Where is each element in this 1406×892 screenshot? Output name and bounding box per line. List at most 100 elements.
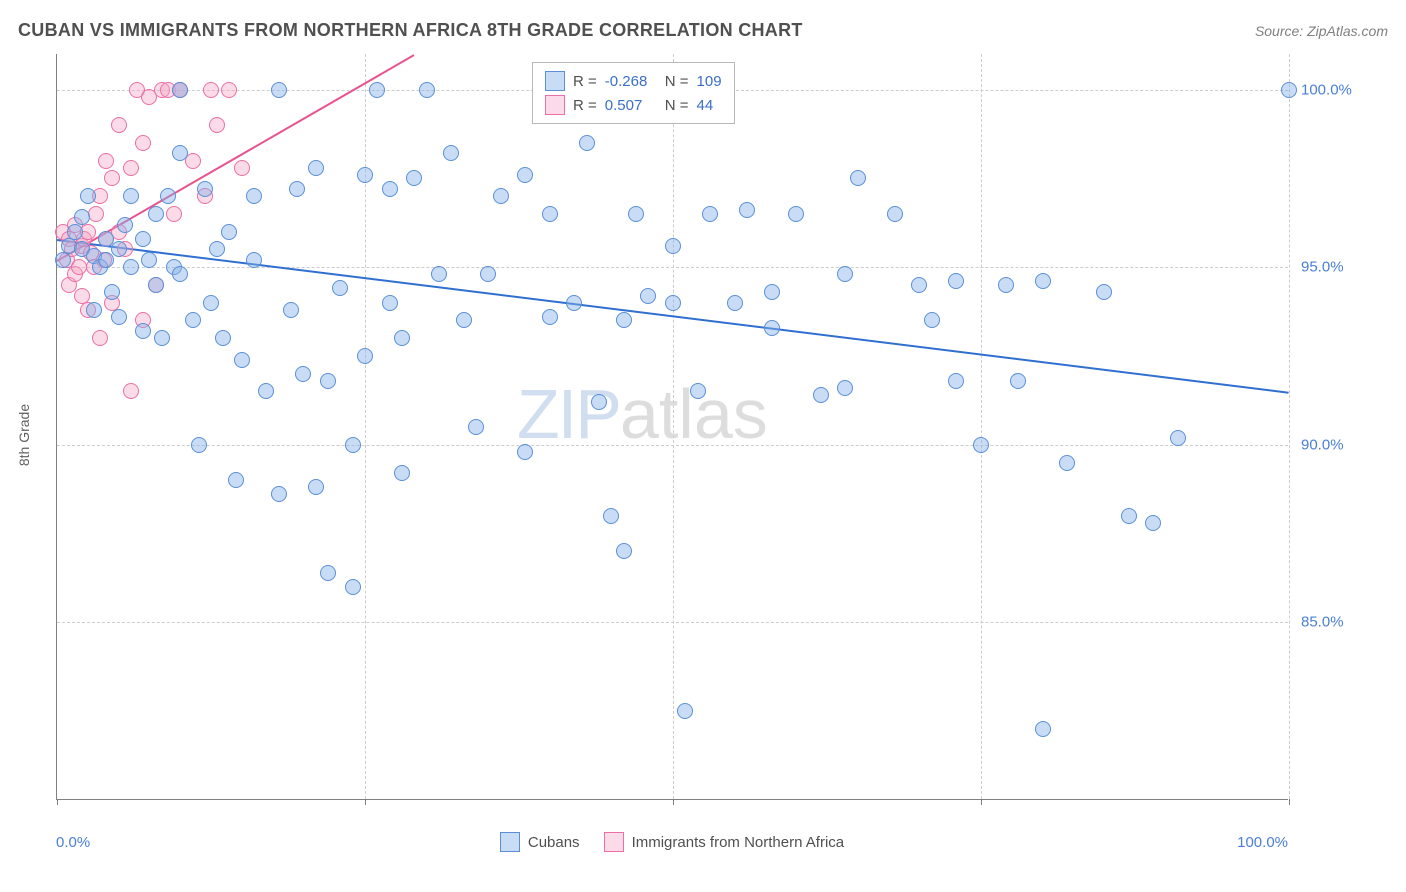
data-point xyxy=(92,330,108,346)
legend-label: Cubans xyxy=(528,834,580,851)
data-point xyxy=(616,543,632,559)
swatch-blue-icon xyxy=(500,832,520,852)
data-point xyxy=(320,373,336,389)
r-value: 0.507 xyxy=(605,97,657,114)
data-point xyxy=(357,167,373,183)
chart-header: CUBAN VS IMMIGRANTS FROM NORTHERN AFRICA… xyxy=(18,20,1388,41)
data-point xyxy=(123,259,139,275)
data-point xyxy=(690,383,706,399)
data-point xyxy=(419,82,435,98)
data-point xyxy=(203,295,219,311)
data-point xyxy=(148,277,164,293)
data-point xyxy=(677,703,693,719)
data-point xyxy=(135,135,151,151)
plot-area: ZIPatlas xyxy=(56,54,1288,800)
data-point xyxy=(603,508,619,524)
stats-row-cubans: R = -0.268 N = 109 xyxy=(545,69,722,93)
data-point xyxy=(320,565,336,581)
bottom-legend: Cubans Immigrants from Northern Africa xyxy=(56,832,1288,852)
data-point xyxy=(628,206,644,222)
data-point xyxy=(246,188,262,204)
data-point xyxy=(55,252,71,268)
data-point xyxy=(579,135,595,151)
x-tick xyxy=(365,799,366,805)
data-point xyxy=(431,266,447,282)
data-point xyxy=(221,82,237,98)
data-point xyxy=(71,259,87,275)
data-point xyxy=(468,419,484,435)
y-tick-label: 90.0% xyxy=(1301,436,1344,453)
data-point xyxy=(209,241,225,257)
data-point xyxy=(837,266,853,282)
data-point xyxy=(345,437,361,453)
data-point xyxy=(640,288,656,304)
data-point xyxy=(246,252,262,268)
data-point xyxy=(141,252,157,268)
data-point xyxy=(382,295,398,311)
data-point xyxy=(394,465,410,481)
data-point xyxy=(357,348,373,364)
n-label: N = xyxy=(665,73,689,90)
data-point xyxy=(271,82,287,98)
swatch-pink-icon xyxy=(604,832,624,852)
data-point xyxy=(591,394,607,410)
data-point xyxy=(86,302,102,318)
chart-source: Source: ZipAtlas.com xyxy=(1255,23,1388,39)
gridline-v xyxy=(1289,54,1290,799)
data-point xyxy=(345,579,361,595)
data-point xyxy=(788,206,804,222)
data-point xyxy=(443,145,459,161)
data-point xyxy=(1035,721,1051,737)
data-point xyxy=(283,302,299,318)
data-point xyxy=(1035,273,1051,289)
data-point xyxy=(1059,455,1075,471)
data-point xyxy=(308,479,324,495)
data-point xyxy=(665,238,681,254)
data-point xyxy=(764,320,780,336)
r-label: R = xyxy=(573,73,597,90)
n-value: 109 xyxy=(697,73,722,90)
data-point xyxy=(813,387,829,403)
r-value: -0.268 xyxy=(605,73,657,90)
gridline-v xyxy=(673,54,674,799)
data-point xyxy=(542,206,558,222)
data-point xyxy=(203,82,219,98)
legend-item-nafrica: Immigrants from Northern Africa xyxy=(604,832,845,852)
data-point xyxy=(117,217,133,233)
data-point xyxy=(1281,82,1297,98)
y-tick-label: 95.0% xyxy=(1301,259,1344,276)
data-point xyxy=(197,181,213,197)
data-point xyxy=(998,277,1014,293)
data-point xyxy=(850,170,866,186)
data-point xyxy=(111,309,127,325)
n-value: 44 xyxy=(697,97,714,114)
data-point xyxy=(123,188,139,204)
data-point xyxy=(1121,508,1137,524)
data-point xyxy=(295,366,311,382)
data-point xyxy=(215,330,231,346)
data-point xyxy=(172,266,188,282)
data-point xyxy=(148,206,164,222)
swatch-pink-icon xyxy=(545,95,565,115)
legend-label: Immigrants from Northern Africa xyxy=(632,834,845,851)
data-point xyxy=(542,309,558,325)
gridline-v xyxy=(981,54,982,799)
data-point xyxy=(739,202,755,218)
data-point xyxy=(887,206,903,222)
x-tick xyxy=(981,799,982,805)
data-point xyxy=(764,284,780,300)
data-point xyxy=(517,444,533,460)
chart-container: ZIPatlas 8th Grade R = -0.268 N = 109 R … xyxy=(56,54,1388,830)
x-tick xyxy=(673,799,674,805)
data-point xyxy=(665,295,681,311)
data-point xyxy=(172,82,188,98)
data-point xyxy=(566,295,582,311)
data-point xyxy=(98,153,114,169)
data-point xyxy=(456,312,472,328)
data-point xyxy=(727,295,743,311)
data-point xyxy=(911,277,927,293)
data-point xyxy=(104,284,120,300)
data-point xyxy=(221,224,237,240)
y-tick-label: 100.0% xyxy=(1301,81,1352,98)
stats-row-nafrica: R = 0.507 N = 44 xyxy=(545,93,722,117)
